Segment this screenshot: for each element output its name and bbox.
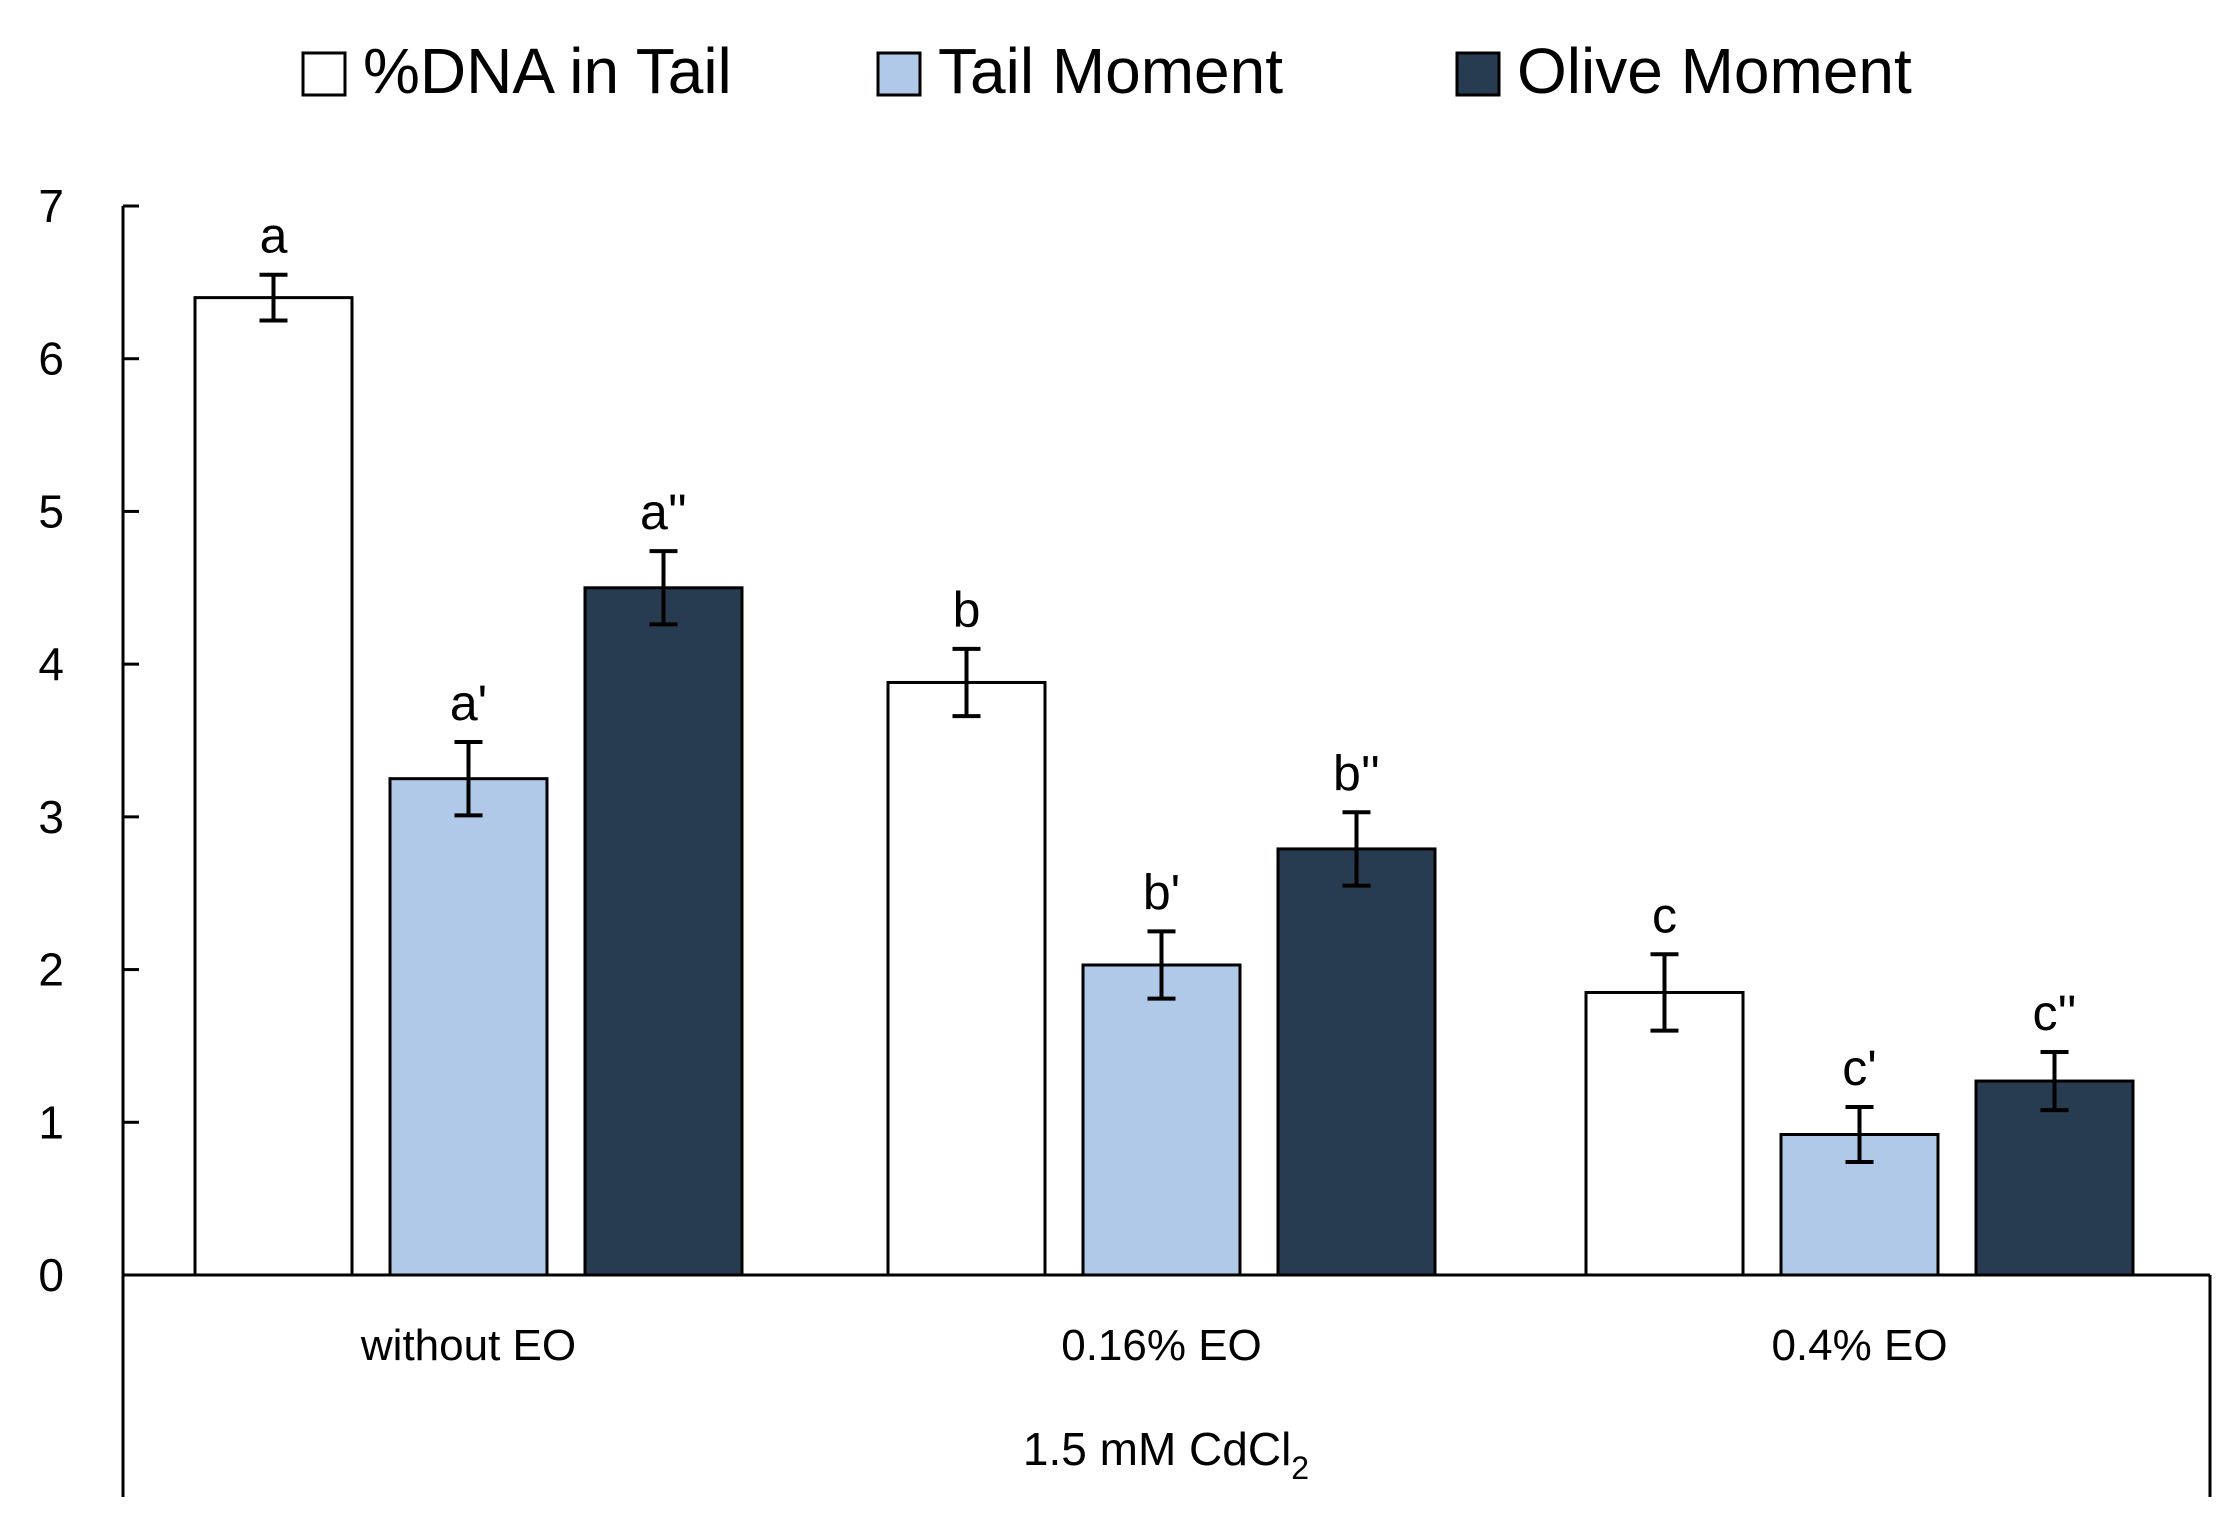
bar (193, 296, 354, 1277)
bar (1584, 990, 1745, 1277)
error-bar (1845, 1105, 1874, 1164)
error-bars (259, 272, 2069, 1164)
legend-swatch (1455, 51, 1501, 97)
error-bar (2040, 1050, 2069, 1113)
legend-item: %DNA in Tail (301, 35, 732, 107)
significance-label: b' (1143, 864, 1180, 920)
y-tick-label: 3 (38, 791, 64, 843)
legend-label: Olive Moment (1517, 35, 1912, 107)
legend: %DNA in Tail Tail Moment Olive Moment (301, 35, 1912, 107)
legend-swatch (876, 51, 922, 97)
y-tick-label: 6 (38, 333, 64, 385)
legend-label: Tail Moment (938, 35, 1283, 107)
y-tick-label: 2 (38, 944, 64, 996)
y-tick-label: 1 (38, 1096, 64, 1148)
bar (1276, 847, 1437, 1277)
error-bar (454, 740, 483, 818)
significance-label: a'' (640, 484, 687, 540)
error-bar (1342, 810, 1371, 888)
legend-item: Tail Moment (876, 35, 1283, 107)
significance-label: c'' (2032, 985, 2076, 1041)
bar (388, 777, 549, 1277)
significance-label: b'' (1333, 745, 1380, 801)
y-tick-label: 5 (38, 485, 64, 537)
category-label: 0.16% EO (1061, 1321, 1262, 1370)
legend-swatch (301, 51, 347, 97)
bar (583, 586, 744, 1277)
y-tick-label: 4 (38, 638, 64, 690)
error-bar (1650, 952, 1679, 1033)
group-label: 1.5 mM CdCl2 (1023, 1423, 1309, 1486)
error-bar (952, 646, 981, 719)
error-bar (259, 272, 288, 323)
significance-label: c (1652, 887, 1677, 943)
bar (1081, 963, 1242, 1277)
bar (1974, 1079, 2135, 1277)
axes: 0 1 2 3 4 5 6 7 without EO 0.16% EO 0.4% EO 1.5 mM … (38, 180, 2212, 1497)
legend-label: %DNA in Tail (363, 35, 732, 107)
bar (886, 680, 1047, 1277)
category-label: 0.4% EO (1771, 1321, 1947, 1370)
bars (193, 296, 2135, 1277)
legend-item: Olive Moment (1455, 35, 1912, 107)
error-bar (1147, 929, 1176, 1001)
error-bar (649, 549, 678, 627)
y-tick-label: 7 (38, 180, 64, 232)
y-tick-label: 0 (38, 1249, 64, 1301)
significance-labels: a b c a' b' c' a'' b'' c'' (260, 208, 2077, 1096)
category-label: without EO (360, 1321, 576, 1370)
significance-label: c' (1842, 1040, 1877, 1096)
significance-label: b (953, 582, 981, 638)
significance-label: a (260, 208, 288, 264)
significance-label: a' (450, 675, 487, 731)
